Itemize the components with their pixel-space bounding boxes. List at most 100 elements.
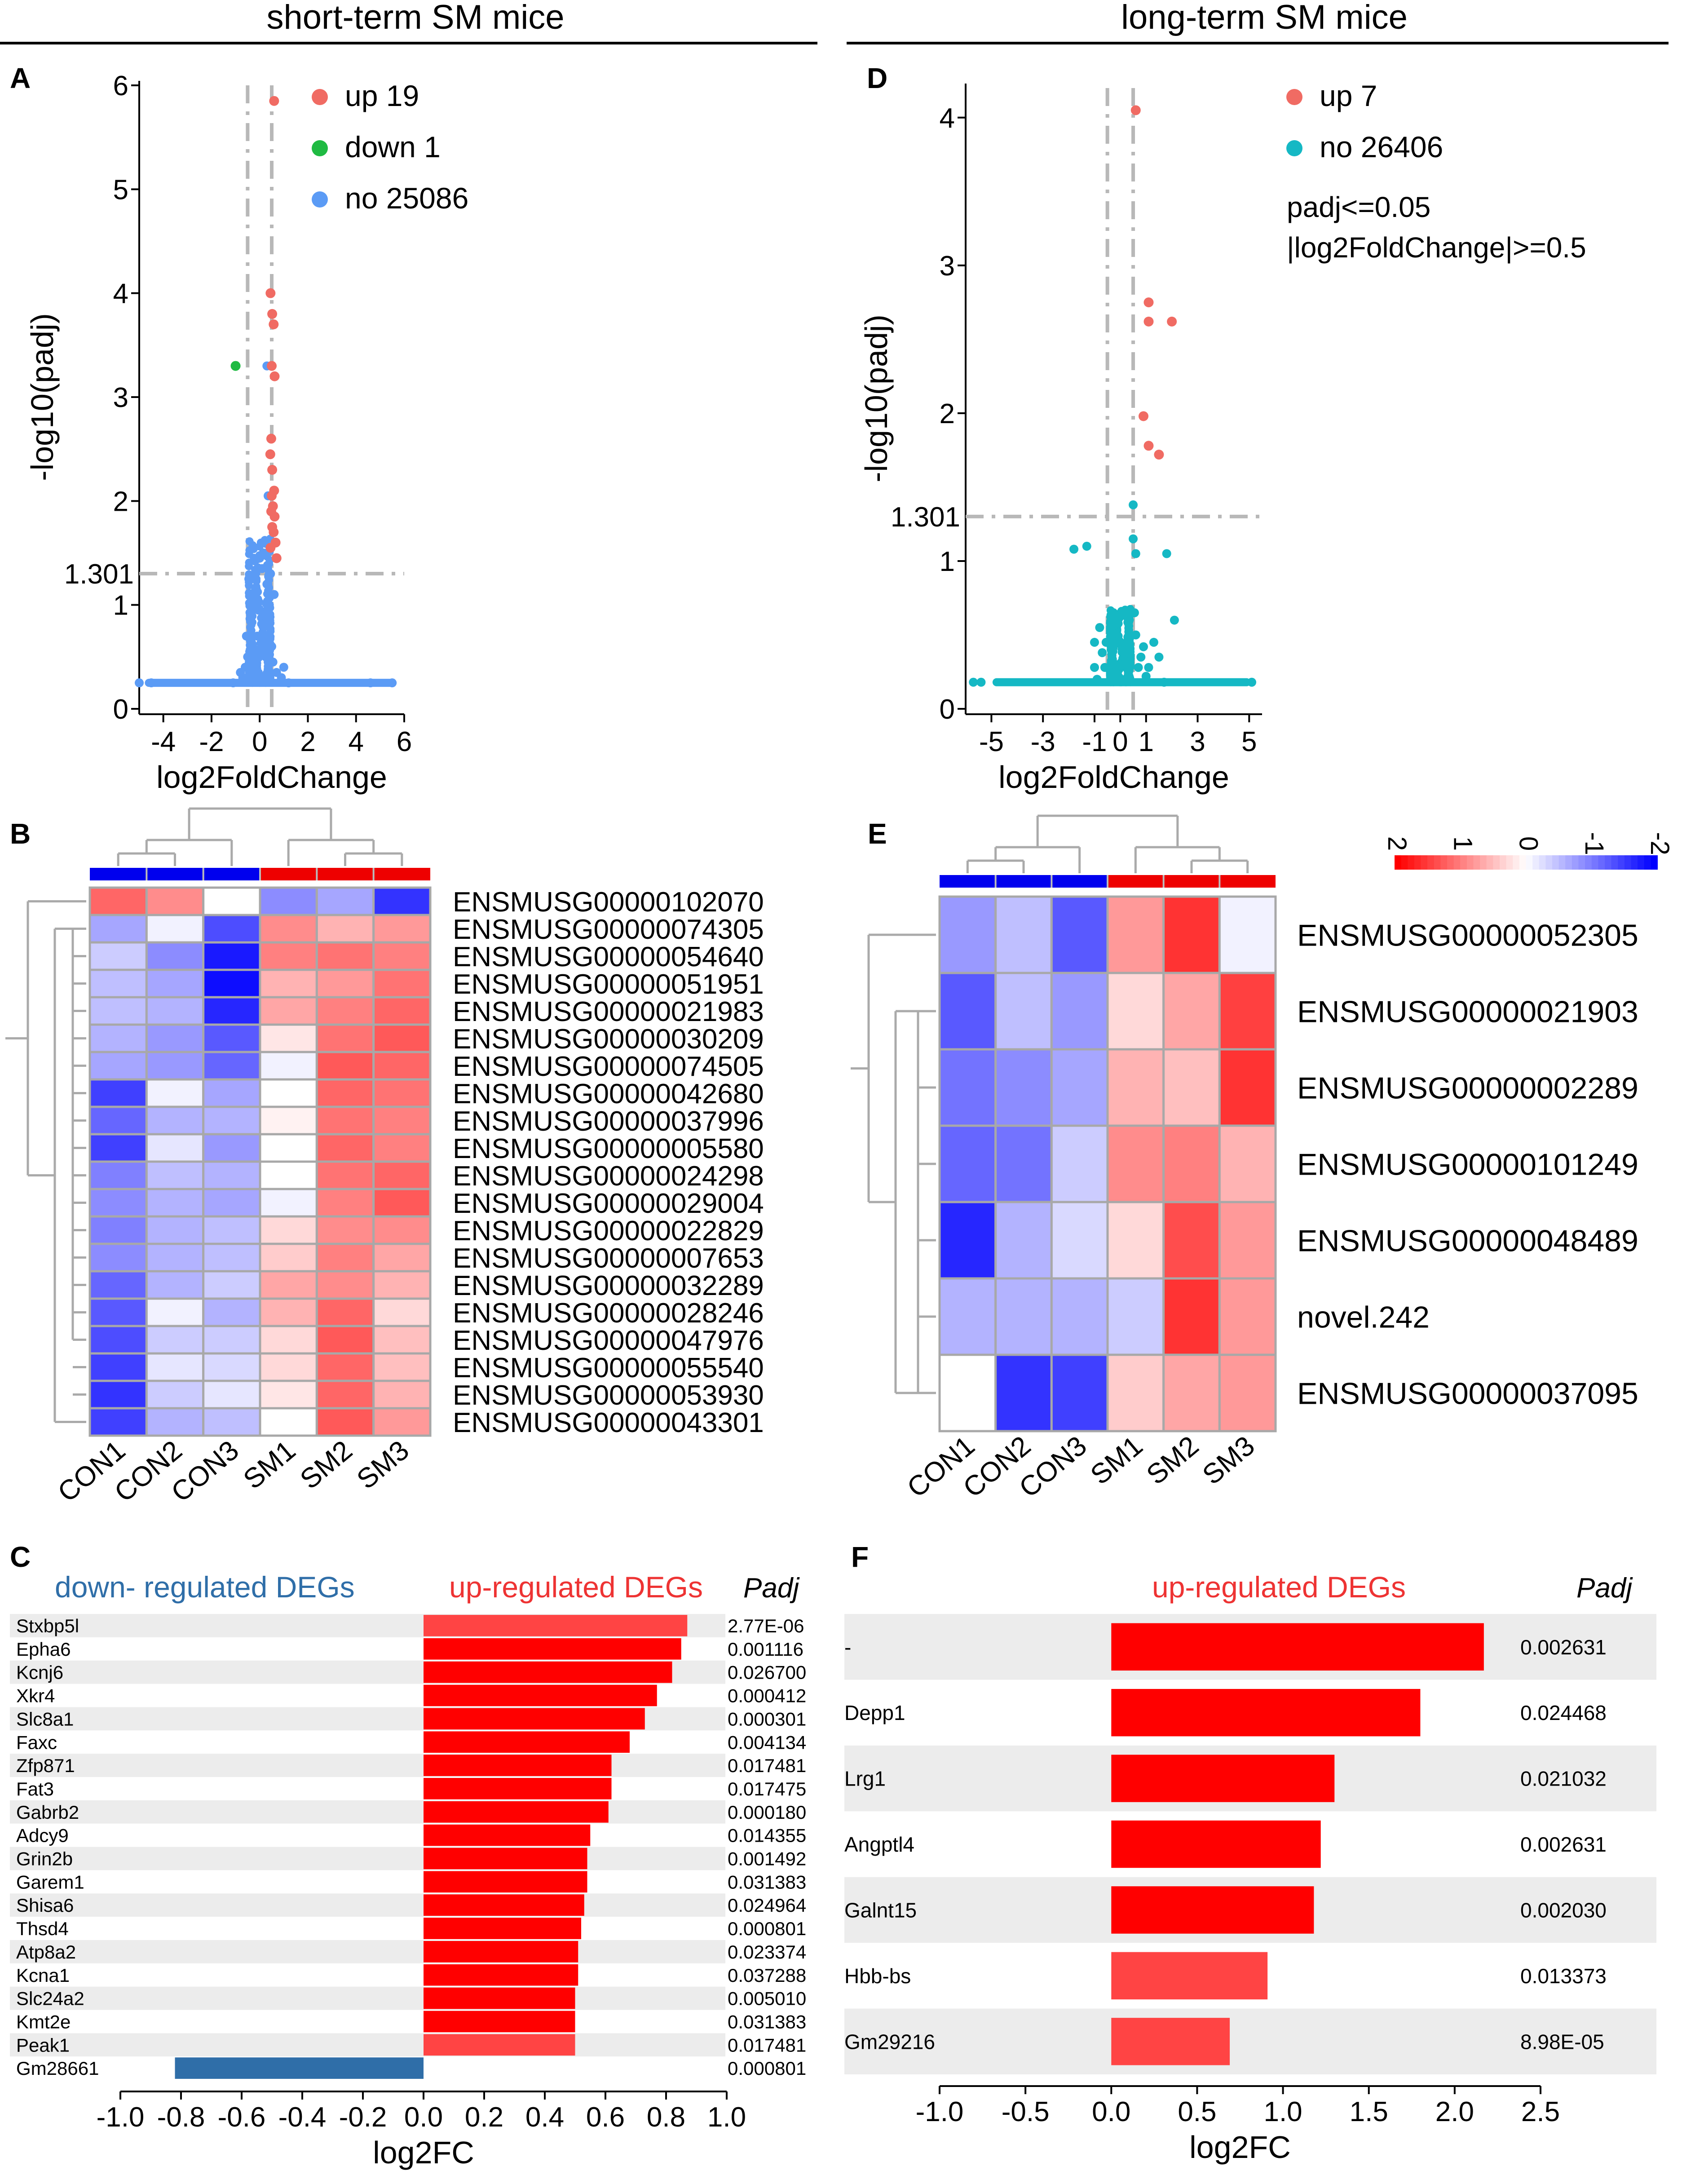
bar (1111, 1623, 1484, 1671)
point-up (269, 319, 279, 330)
bar (424, 1801, 609, 1823)
column-label: SM3 (351, 1435, 415, 1495)
heatmap-cell (372, 1297, 432, 1327)
bar (175, 2057, 424, 2079)
point-no (257, 564, 267, 573)
heatmap-cell (145, 1242, 205, 1273)
bar (1111, 2018, 1230, 2065)
heatmap-cell (145, 1023, 205, 1053)
heatmap-cell (202, 1215, 261, 1245)
y-tick-label: 2 (940, 398, 955, 429)
heatmap-cell (315, 996, 375, 1026)
point-no (269, 590, 279, 599)
y-axis-label: -log10(padj) (859, 314, 894, 482)
title-short-term: short-term SM mice (267, 0, 565, 36)
y-tick-label: 5 (113, 174, 128, 205)
category-label: Stxbp5l (16, 1615, 79, 1636)
heatmap-cell (202, 1023, 261, 1053)
heatmap-cell (1218, 1201, 1277, 1280)
heatmap-cell (259, 1379, 318, 1410)
bar (424, 1987, 575, 2009)
heatmap-cell (259, 1023, 318, 1053)
color-scale-segment (1631, 855, 1638, 870)
heatmap-cell (372, 1133, 432, 1163)
point-no (1139, 642, 1148, 651)
heatmap-cell (145, 1051, 205, 1081)
bar (424, 1684, 657, 1707)
point-no (1090, 637, 1099, 647)
color-scale-segment (1651, 855, 1658, 870)
heatmap-cell (88, 1215, 148, 1245)
column-label: SM1 (1085, 1430, 1148, 1491)
color-scale-segment (1447, 855, 1454, 870)
point-up (1154, 450, 1164, 460)
point-no (1126, 646, 1135, 655)
point-no (247, 610, 256, 620)
category-label: Thsd4 (16, 1918, 69, 1939)
row-label: ENSMUSG00000028246 (453, 1298, 764, 1329)
row-label: ENSMUSG00000051951 (453, 969, 764, 1000)
heatmap-cell (88, 886, 148, 916)
heatmap-cell (202, 1242, 261, 1273)
color-scale-segment (1453, 855, 1461, 870)
legend-label: up 7 (1320, 79, 1377, 112)
annotation-text: |log2FoldChange|>=0.5 (1287, 231, 1586, 264)
category-label: Grin2b (16, 1848, 73, 1870)
heatmap-cell (994, 972, 1053, 1051)
point-no (1116, 613, 1124, 622)
padj-value: 0.000801 (728, 1918, 806, 1939)
heatmap-cell (1050, 1277, 1109, 1356)
point-no (1069, 544, 1079, 554)
padj-value: 0.024964 (728, 1895, 806, 1916)
heatmap-cell (994, 1201, 1053, 1280)
point-no (1247, 677, 1257, 687)
volcano-plot-a: A 0 1 2 3 4 5 6 -4 -2 0 2 4 6 log2FoldChange -log10(pad… (10, 62, 468, 795)
heatmap-cell (145, 1352, 205, 1382)
color-scale-segment (1611, 855, 1619, 870)
point-no (258, 637, 267, 646)
row-label: ENSMUSG00000074305 (453, 914, 764, 945)
heatmap-cell (259, 1051, 318, 1081)
heatmap-cell (145, 1188, 205, 1218)
color-scale-segment (1526, 855, 1533, 870)
x-tick-label: -0.6 (218, 2102, 266, 2133)
heatmap-cell (259, 996, 318, 1026)
color-scale-segment (1578, 855, 1586, 870)
point-no (1095, 623, 1104, 632)
heatmap-cell (259, 1215, 318, 1245)
point-no (1130, 608, 1139, 618)
category-label: Peak1 (16, 2034, 70, 2056)
point-no (1082, 542, 1091, 551)
heatmap-cell (202, 886, 261, 916)
color-scale-label: -2 (1645, 832, 1674, 855)
point-no (1113, 629, 1121, 637)
x-tick-label: -0.2 (339, 2102, 387, 2133)
point-no (229, 678, 238, 688)
heatmap-cell (202, 968, 261, 999)
point-no (248, 541, 257, 549)
padj-value: 0.013373 (1520, 1964, 1607, 1988)
heatmap-cell (315, 1051, 375, 1081)
row-label: ENSMUSG00000029004 (453, 1188, 764, 1219)
heatmap-cell (88, 1325, 148, 1355)
group-bar-sm (260, 868, 430, 880)
heatmap-cell (372, 1215, 432, 1245)
heatmap-cell (88, 1379, 148, 1410)
heatmap-cell (315, 1078, 375, 1108)
color-scale-segment (1486, 855, 1494, 870)
heatmap-cell (88, 1242, 148, 1273)
color-scale-label: 0 (1514, 836, 1543, 851)
heatmap-cell (202, 1325, 261, 1355)
x-tick-label: 4 (348, 726, 363, 757)
heatmap-cell (259, 941, 318, 971)
heatmap-cell (994, 1353, 1053, 1432)
heatmap-cell (259, 1407, 318, 1437)
point-no (1134, 663, 1143, 672)
category-label: Galnt15 (844, 1898, 917, 1922)
point-up (1167, 316, 1177, 327)
color-scale-segment (1605, 855, 1612, 870)
heatmap-cell (315, 914, 375, 944)
bar (424, 1918, 581, 1939)
point-up (266, 433, 276, 444)
